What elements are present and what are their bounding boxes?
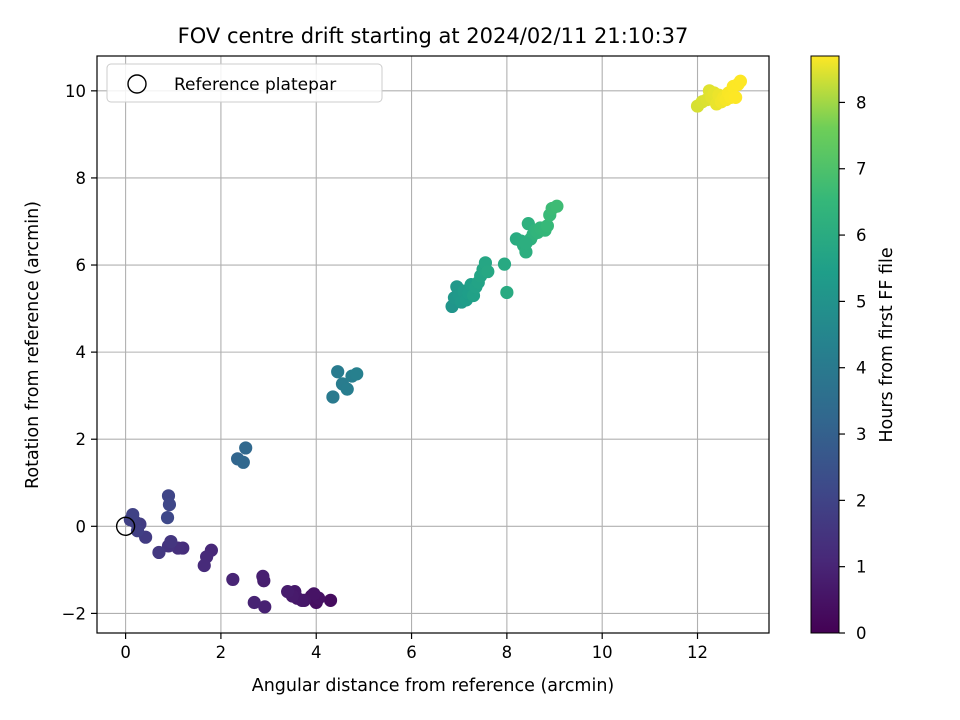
data-point: [326, 390, 340, 404]
data-point: [281, 585, 295, 599]
data-point: [331, 365, 345, 379]
data-point: [497, 257, 512, 271]
colorbar: [810, 55, 840, 634]
colorbar-tick-label: 0: [856, 624, 867, 643]
data-point: [540, 219, 554, 233]
data-point: [256, 569, 270, 583]
colorbar-tick-label: 5: [856, 292, 867, 311]
legend-box: [106, 63, 383, 103]
data-point: [519, 236, 533, 250]
y-tick-label: 10: [65, 82, 86, 101]
y-tick-label: −2: [62, 604, 86, 623]
colorbar-tick-label: 4: [856, 359, 867, 378]
data-point: [500, 285, 514, 300]
data-point: [160, 510, 175, 525]
x-tick-label: 8: [502, 643, 513, 662]
y-tick-label: 4: [76, 343, 87, 362]
x-axis-ticks: 0 2 4 6 8 10 12: [120, 633, 708, 662]
y-axis-ticks: −2 0 2 4 6 8 10: [62, 82, 97, 623]
legend-entry-label: Reference platepar: [174, 75, 336, 95]
data-point: [323, 593, 338, 607]
data-point: [162, 497, 177, 512]
data-point: [197, 558, 211, 573]
colorbar-tick-label: 6: [856, 226, 867, 245]
colorbar-tick-label: 1: [856, 558, 867, 577]
y-tick-label: 6: [76, 256, 87, 275]
data-points: [123, 74, 748, 614]
chart-title: FOV centre drift starting at 2024/02/11 …: [178, 24, 689, 48]
grid-lines: [97, 56, 769, 633]
colorbar-tick-label: 2: [856, 491, 867, 510]
y-axis-label: Rotation from reference (arcmin): [23, 201, 43, 489]
data-point: [239, 441, 253, 455]
x-tick-label: 4: [311, 643, 322, 662]
data-point: [152, 545, 166, 560]
data-point: [733, 74, 748, 88]
colorbar-ticks: 0 1 2 3 4 5 6 7 8: [839, 93, 867, 643]
x-axis-label: Angular distance from reference (arcmin): [252, 676, 615, 696]
data-point: [550, 199, 564, 213]
colorbar-tick-label: 7: [856, 160, 867, 179]
data-point: [350, 367, 364, 381]
x-tick-label: 0: [120, 643, 131, 662]
colorbar-tick-label: 8: [856, 93, 867, 112]
data-point: [236, 455, 250, 469]
reference-platepar-marker: [115, 516, 136, 537]
data-point: [164, 534, 178, 549]
y-tick-label: 0: [76, 517, 87, 536]
data-point: [247, 595, 261, 610]
x-tick-label: 10: [592, 643, 613, 662]
y-tick-label: 2: [76, 430, 87, 449]
data-point: [226, 572, 240, 587]
y-tick-label: 8: [76, 169, 87, 188]
colorbar-label: Hours from first FF file: [877, 247, 897, 442]
x-tick-label: 6: [406, 643, 417, 662]
x-tick-label: 2: [216, 643, 227, 662]
x-tick-label: 12: [687, 643, 708, 662]
data-point: [307, 587, 321, 601]
data-point: [258, 600, 272, 614]
plot-frame: [96, 55, 770, 634]
legend: Reference platepar: [106, 63, 383, 103]
data-point: [729, 90, 743, 104]
data-point: [481, 264, 495, 279]
colorbar-tick-label: 3: [856, 425, 867, 444]
data-point: [126, 507, 140, 522]
data-point: [340, 382, 354, 396]
legend-marker-icon: [127, 74, 147, 94]
